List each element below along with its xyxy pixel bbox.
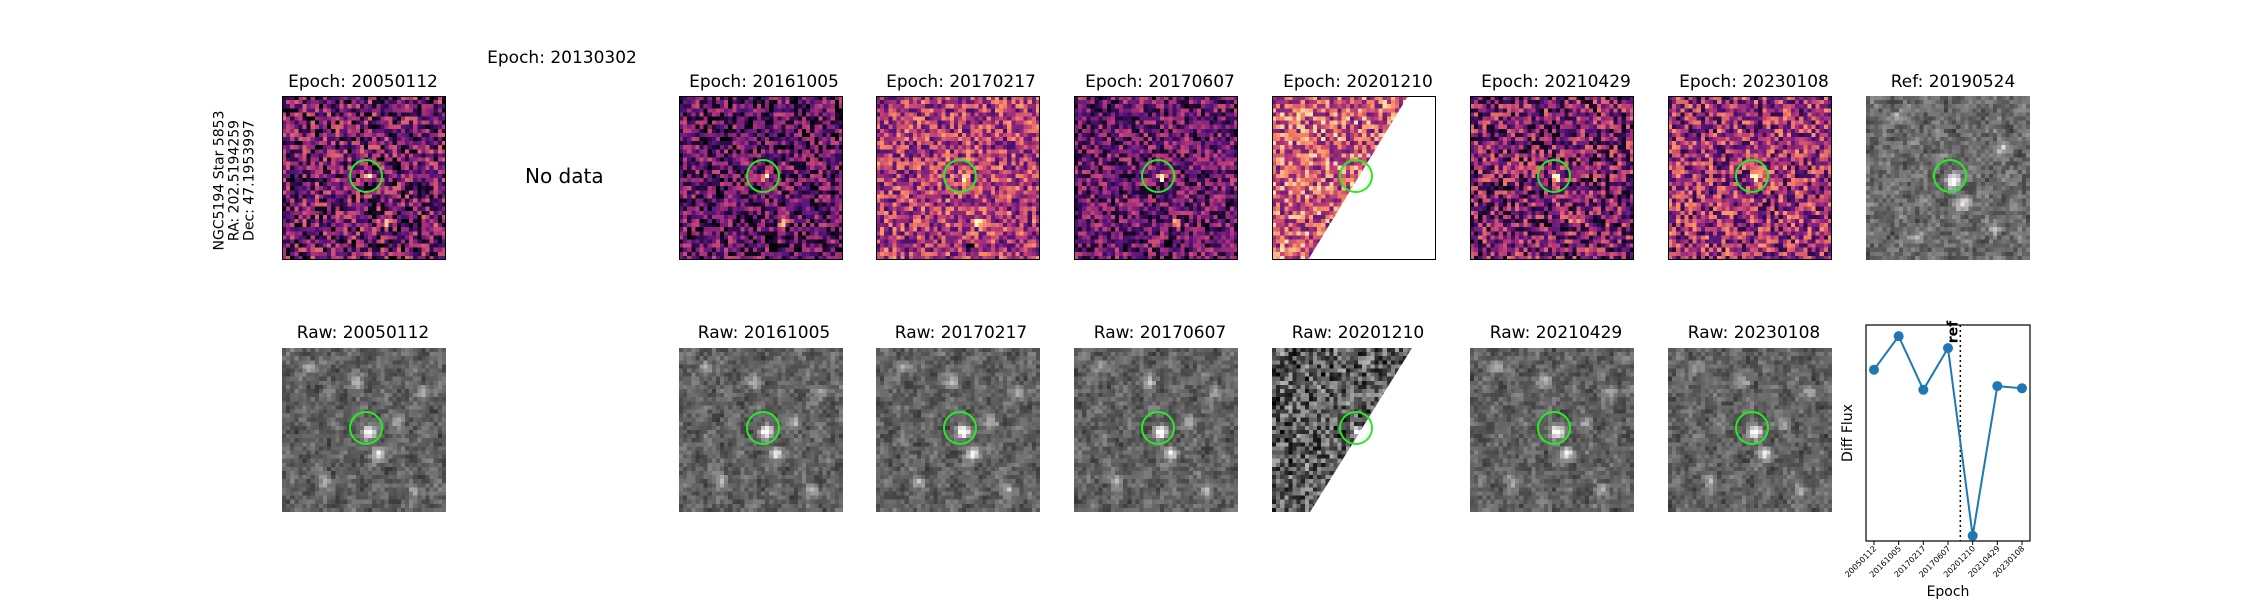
missing-data-mask	[1308, 96, 1436, 260]
raw-image-20210429	[1470, 348, 1634, 512]
diff-image-20050112	[282, 96, 446, 260]
panel-title-raw-20050112: Raw: 20050112	[296, 323, 430, 343]
raw-image-20170607	[1074, 348, 1238, 512]
panel-title-epoch-20130302: Epoch: 20130302	[487, 48, 637, 68]
star-dec: Dec: 47.1953997	[241, 120, 258, 241]
panel-title-epoch-20161005: Epoch: 20161005	[689, 72, 839, 92]
data-point-20170607	[1943, 343, 1953, 354]
data-point-20050112	[1869, 364, 1879, 375]
panel-title-epoch-20050112: Epoch: 20050112	[288, 72, 438, 92]
no-data-message: No data	[525, 164, 604, 188]
data-point-20170217	[1918, 384, 1929, 395]
reference-image-20190524	[1866, 96, 2030, 260]
raw-image-20201210	[1272, 348, 1436, 512]
panel-title-epoch-20201210: Epoch: 20201210	[1283, 72, 1433, 92]
series-line	[1873, 334, 2023, 536]
panel-title-epoch-20170607: Epoch: 20170607	[1085, 72, 1235, 92]
raw-image-20230108	[1668, 348, 1832, 512]
x-axis-label: Epoch	[1927, 584, 1970, 600]
panel-title-raw-20210429: Raw: 20210429	[1489, 323, 1623, 343]
plot-frame	[1865, 324, 2031, 542]
diff-flux-light-curve: ref 200501122016100520170217201706072020…	[1840, 320, 2031, 600]
diff-image-20170217	[876, 96, 1040, 260]
panel-title-raw-20161005: Raw: 20161005	[697, 323, 831, 343]
raw-image-20161005	[679, 348, 843, 512]
diff-image-20161005	[679, 96, 843, 260]
star-name: NGC5194 Star 5853	[211, 110, 228, 251]
panel-title-epoch-20170217: Epoch: 20170217	[886, 72, 1036, 92]
data-point-20201210	[1967, 530, 1978, 541]
raw-image-20170217	[876, 348, 1040, 512]
panel-title-ref-20190524: Ref: 20190524	[1890, 72, 2016, 92]
y-axis-label: Diff Flux	[1840, 404, 1856, 462]
panel-title-raw-20230108: Raw: 20230108	[1687, 323, 1821, 343]
raw-image-20050112	[282, 348, 446, 512]
diff-image-20210429	[1470, 96, 1634, 260]
panel-title-epoch-20210429: Epoch: 20210429	[1481, 72, 1631, 92]
ref-label: ref	[1945, 320, 1961, 343]
panel-title-raw-20201210: Raw: 20201210	[1291, 323, 1425, 343]
diff-image-20170607	[1074, 96, 1238, 260]
data-point-20210429	[1992, 381, 2003, 392]
diff-image-20230108	[1668, 96, 1832, 260]
panel-title-raw-20170607: Raw: 20170607	[1093, 323, 1227, 343]
panel-title-raw-20170217: Raw: 20170217	[894, 323, 1028, 343]
panel-title-epoch-20230108: Epoch: 20230108	[1679, 72, 1829, 92]
data-point-20161005	[1893, 331, 1904, 342]
missing-data-mask	[1310, 348, 1436, 512]
star-ra: RA: 202.5194259	[226, 119, 243, 242]
star-info-label: NGC5194 Star 5853 RA: 202.5194259 Dec: 4…	[212, 95, 258, 265]
diff-image-20201210	[1272, 96, 1436, 260]
data-point-20230108	[2017, 383, 2027, 394]
